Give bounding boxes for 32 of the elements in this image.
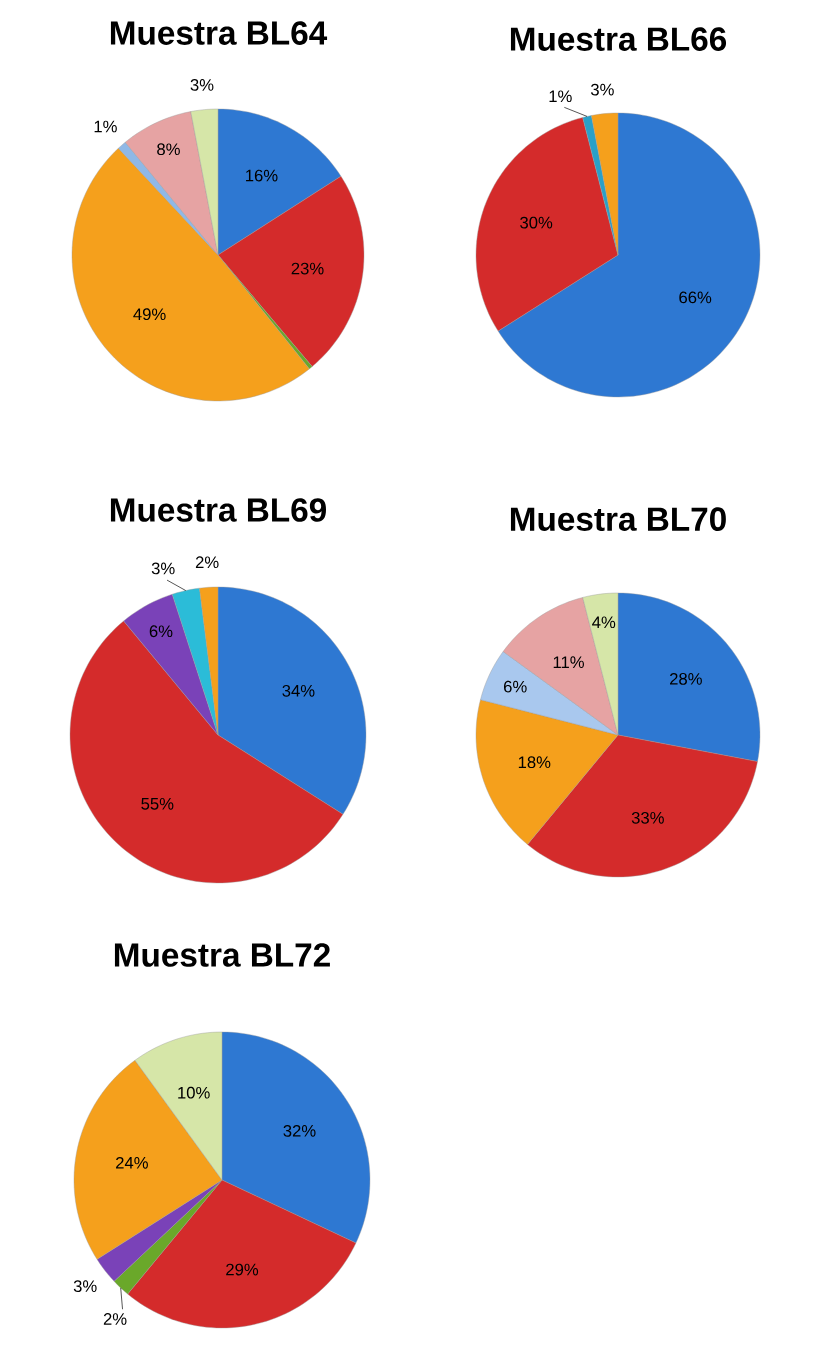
data-label: 28%: [670, 672, 702, 685]
data-label: 55%: [141, 797, 174, 810]
data-label: 23%: [291, 262, 324, 275]
data-label: 29%: [226, 1263, 259, 1276]
data-label: 3%: [590, 83, 614, 96]
data-label: 24%: [116, 1156, 148, 1169]
chart-title: Muestra BL66: [510, 27, 727, 51]
data-label: 8%: [157, 143, 180, 156]
chart-title: Muestra BL69: [110, 498, 326, 522]
chart-title: Muestra BL70: [510, 507, 726, 531]
data-label: 16%: [246, 169, 278, 182]
data-label: 33%: [631, 811, 664, 824]
data-label: 6%: [149, 625, 173, 638]
data-label: 30%: [520, 216, 553, 229]
data-label: 49%: [133, 308, 166, 321]
data-label: 3%: [151, 562, 175, 575]
data-label: 2%: [195, 556, 219, 569]
chart-title: Muestra BL72: [114, 943, 330, 967]
data-label: 4%: [592, 616, 616, 629]
data-label: 2%: [103, 1313, 127, 1325]
data-label: 6%: [504, 680, 527, 693]
data-label: 3%: [190, 79, 214, 91]
data-label: 1%: [549, 90, 572, 103]
data-label: 34%: [282, 684, 315, 697]
data-label: 32%: [283, 1124, 316, 1137]
data-label: 3%: [73, 1280, 97, 1293]
data-label: 10%: [178, 1086, 210, 1099]
data-label: 18%: [518, 756, 551, 769]
data-label: 66%: [679, 291, 712, 304]
data-label: 1%: [94, 120, 117, 133]
data-label: 11%: [553, 656, 584, 669]
chart-title: Muestra BL64: [110, 21, 328, 45]
